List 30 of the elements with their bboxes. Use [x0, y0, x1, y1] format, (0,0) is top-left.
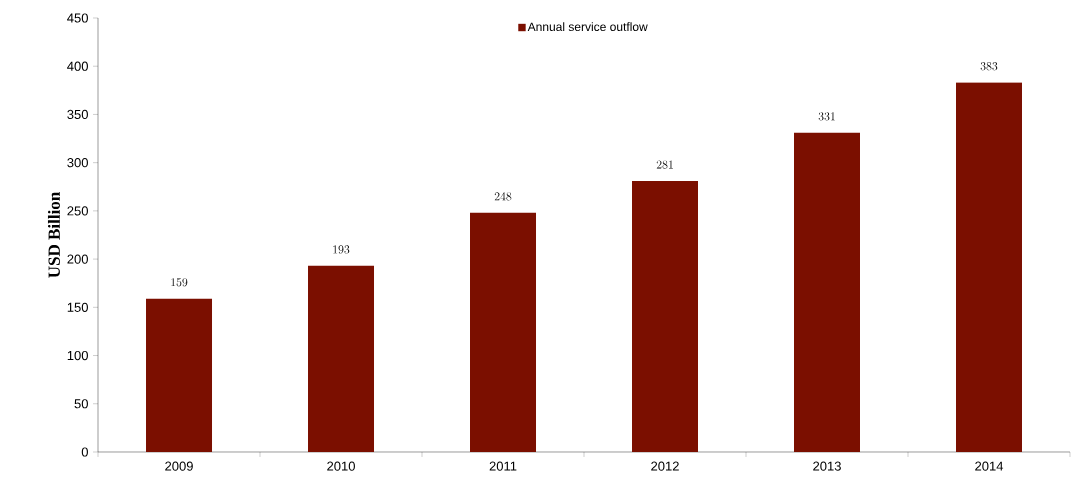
data-label: 193 — [333, 245, 350, 254]
legend-label: Annual service outflow — [527, 22, 648, 31]
x-tick-label: 2014 — [975, 461, 1004, 471]
bar — [146, 298, 213, 452]
y-tick-label: 250 — [67, 206, 88, 216]
x-tick-label: 2010 — [327, 461, 355, 471]
x-tick-label: 2013 — [813, 461, 841, 471]
data-label: 281 — [656, 160, 673, 169]
y-tick-label: 50 — [74, 399, 88, 409]
data-label: 159 — [171, 278, 188, 287]
y-tick-label: 150 — [67, 302, 88, 312]
y-tick-label: 450 — [67, 13, 88, 23]
y-tick-label: 200 — [67, 254, 88, 264]
data-label: 248 — [494, 192, 512, 201]
x-tick-label: 2011 — [489, 461, 517, 471]
bar — [308, 265, 375, 452]
y-tick-label: 350 — [67, 109, 88, 120]
bar — [470, 212, 537, 452]
bar — [956, 82, 1022, 452]
y-tick-label: 0 — [81, 447, 88, 457]
y-tick-label: 100 — [67, 350, 88, 361]
data-label: 383 — [980, 62, 998, 71]
bar — [632, 180, 698, 452]
y-tick-label: 300 — [67, 158, 88, 168]
data-label: 331 — [818, 112, 835, 121]
bar — [794, 132, 860, 452]
y-axis-title: USD Billion — [47, 192, 60, 278]
x-tick-label: 2009 — [165, 461, 193, 471]
x-tick-label: 2012 — [651, 461, 679, 471]
y-tick-label: 400 — [67, 61, 88, 71]
